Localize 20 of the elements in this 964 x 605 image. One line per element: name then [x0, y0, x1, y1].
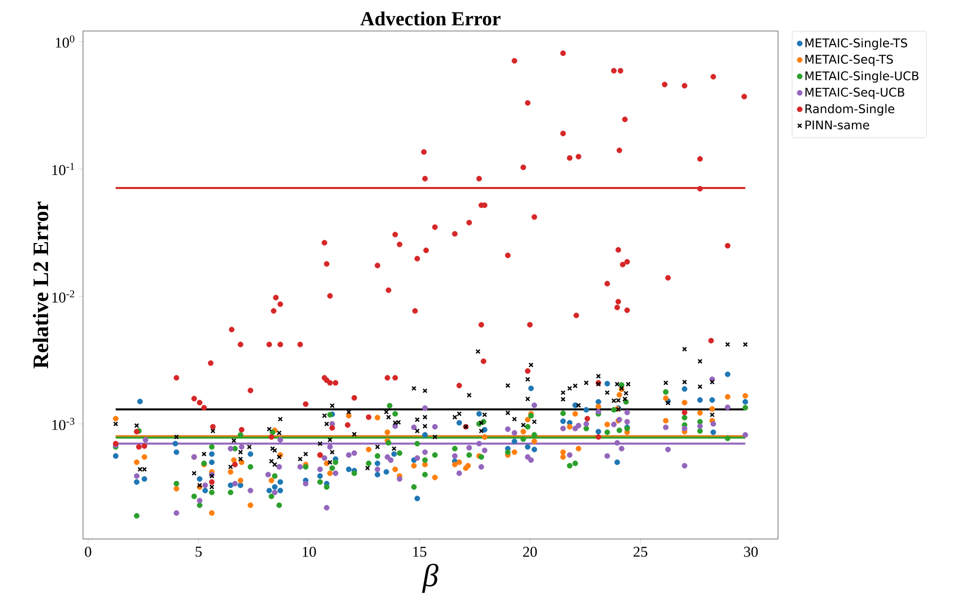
x-tick-label: 0 — [84, 546, 92, 557]
legend-label: METAIC-Single-TS — [805, 38, 908, 50]
x-tick-label: 15 — [413, 546, 426, 557]
legend-label: PINN-same — [805, 120, 870, 130]
x-tick-label: 20 — [523, 546, 537, 557]
y-tick-label: 10$^{0}$ — [56, 35, 74, 48]
y-tick-label: 10$^{-2}$ — [52, 290, 74, 303]
legend-label: METAIC-Seq-UCB — [805, 88, 904, 100]
x-tick-label: 25 — [634, 546, 648, 557]
y-axis-title: Relative L2 Error — [32, 202, 48, 368]
legend-label: METAIC-Single-UCB — [805, 71, 918, 83]
legend-label: Random-Single — [805, 104, 894, 116]
y-tick-label: 10$^{-3}$ — [52, 418, 74, 430]
y-tick-label: 10$^{-1}$ — [52, 162, 74, 176]
legend-label: METAIC-Seq-TS — [805, 54, 893, 66]
x-tick-label: 30 — [744, 546, 758, 557]
x-axis-title: β — [422, 564, 438, 593]
x-tick-label: 5 — [196, 546, 202, 557]
x-tick-label: 10 — [302, 546, 316, 557]
chart-title: Advection Error — [360, 11, 500, 26]
